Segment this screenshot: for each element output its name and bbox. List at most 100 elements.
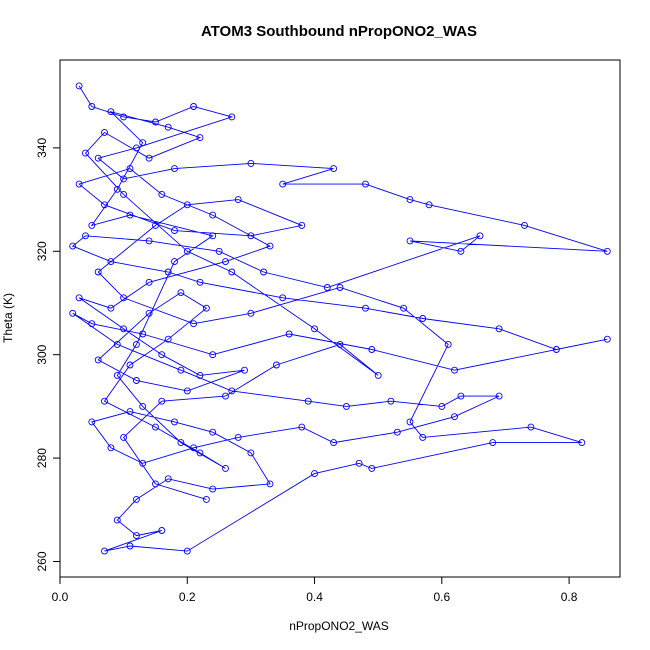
data-point	[183, 247, 191, 255]
data-point	[107, 258, 115, 266]
x-tick-label: 0.6	[433, 590, 450, 604]
data-point	[247, 232, 255, 240]
data-point	[101, 397, 108, 405]
data-point	[145, 278, 153, 286]
data-point	[330, 165, 338, 173]
data-point	[393, 428, 401, 436]
data-point	[82, 149, 89, 157]
data-point	[374, 371, 382, 379]
data-point	[171, 258, 178, 266]
data-point	[88, 103, 96, 110]
data-point	[451, 366, 458, 374]
y-tick-label: 280	[35, 448, 49, 468]
data-point	[495, 325, 503, 333]
data-point	[183, 547, 191, 555]
data-point	[311, 325, 318, 333]
data-point	[88, 418, 96, 426]
data-point	[266, 242, 274, 250]
data-point	[196, 134, 204, 142]
data-point	[190, 320, 198, 328]
data-point	[88, 320, 96, 328]
data-point	[152, 480, 159, 488]
data-point	[202, 495, 210, 503]
data-point	[222, 464, 229, 472]
data-point	[578, 439, 586, 447]
data-point	[222, 258, 229, 266]
data-point	[368, 464, 376, 472]
data-point	[145, 237, 153, 245]
y-tick-label: 300	[35, 344, 49, 364]
data-point	[75, 82, 83, 90]
data-point	[215, 247, 223, 255]
data-point	[152, 423, 159, 431]
data-layer	[69, 82, 611, 555]
data-point	[120, 294, 128, 302]
data-point	[158, 397, 166, 405]
data-point	[209, 211, 217, 219]
data-point	[158, 190, 166, 198]
data-point	[406, 237, 414, 245]
data-point	[126, 211, 134, 219]
data-point	[88, 221, 96, 229]
data-point	[603, 247, 611, 255]
data-point	[113, 185, 121, 193]
data-point	[107, 304, 115, 312]
data-point	[145, 309, 153, 317]
data-point	[132, 495, 140, 503]
data-point	[241, 366, 248, 374]
data-point	[336, 340, 344, 348]
data-point	[69, 242, 77, 250]
data-point	[419, 433, 427, 441]
data-point	[362, 180, 369, 188]
data-point	[438, 402, 446, 410]
data-point	[126, 408, 134, 416]
data-point	[419, 315, 427, 322]
data-point	[177, 366, 185, 374]
data-point	[75, 294, 83, 302]
data-point	[94, 268, 102, 276]
data-point	[82, 232, 89, 240]
data-point	[603, 335, 611, 343]
data-point	[113, 371, 121, 379]
data-point	[228, 268, 236, 276]
data-point	[171, 418, 178, 426]
y-tick-label: 340	[35, 138, 49, 158]
data-point	[158, 351, 166, 359]
data-point	[152, 221, 159, 229]
data-point	[311, 470, 318, 478]
data-point	[94, 356, 102, 364]
x-tick-label: 0.4	[306, 590, 323, 604]
data-point	[406, 196, 414, 204]
data-point	[476, 232, 484, 240]
data-point	[368, 346, 376, 353]
data-point	[132, 144, 140, 152]
data-point	[362, 304, 369, 312]
x-tick-label: 0.2	[179, 590, 196, 604]
data-point	[132, 532, 140, 540]
y-tick-label: 260	[35, 551, 49, 571]
data-point	[228, 387, 236, 395]
data-point	[247, 159, 255, 167]
data-point	[120, 113, 128, 121]
data-point	[145, 154, 153, 162]
data-point	[164, 335, 172, 343]
data-point	[323, 284, 331, 291]
data-point	[247, 449, 255, 457]
data-point	[120, 433, 128, 441]
y-tick-label: 320	[35, 241, 49, 261]
data-point	[139, 139, 147, 147]
series-line	[71, 85, 608, 552]
data-point	[222, 392, 229, 400]
data-point	[247, 309, 255, 317]
data-point	[228, 113, 236, 121]
data-point	[209, 232, 217, 240]
data-point	[107, 108, 115, 116]
data-point	[139, 402, 147, 410]
data-point	[101, 128, 108, 136]
data-point	[552, 346, 560, 353]
x-axis-label: nPropONO2_WAS	[289, 619, 389, 633]
data-point	[152, 118, 159, 126]
data-point	[171, 165, 178, 173]
data-point	[171, 227, 178, 235]
data-point	[209, 351, 217, 359]
